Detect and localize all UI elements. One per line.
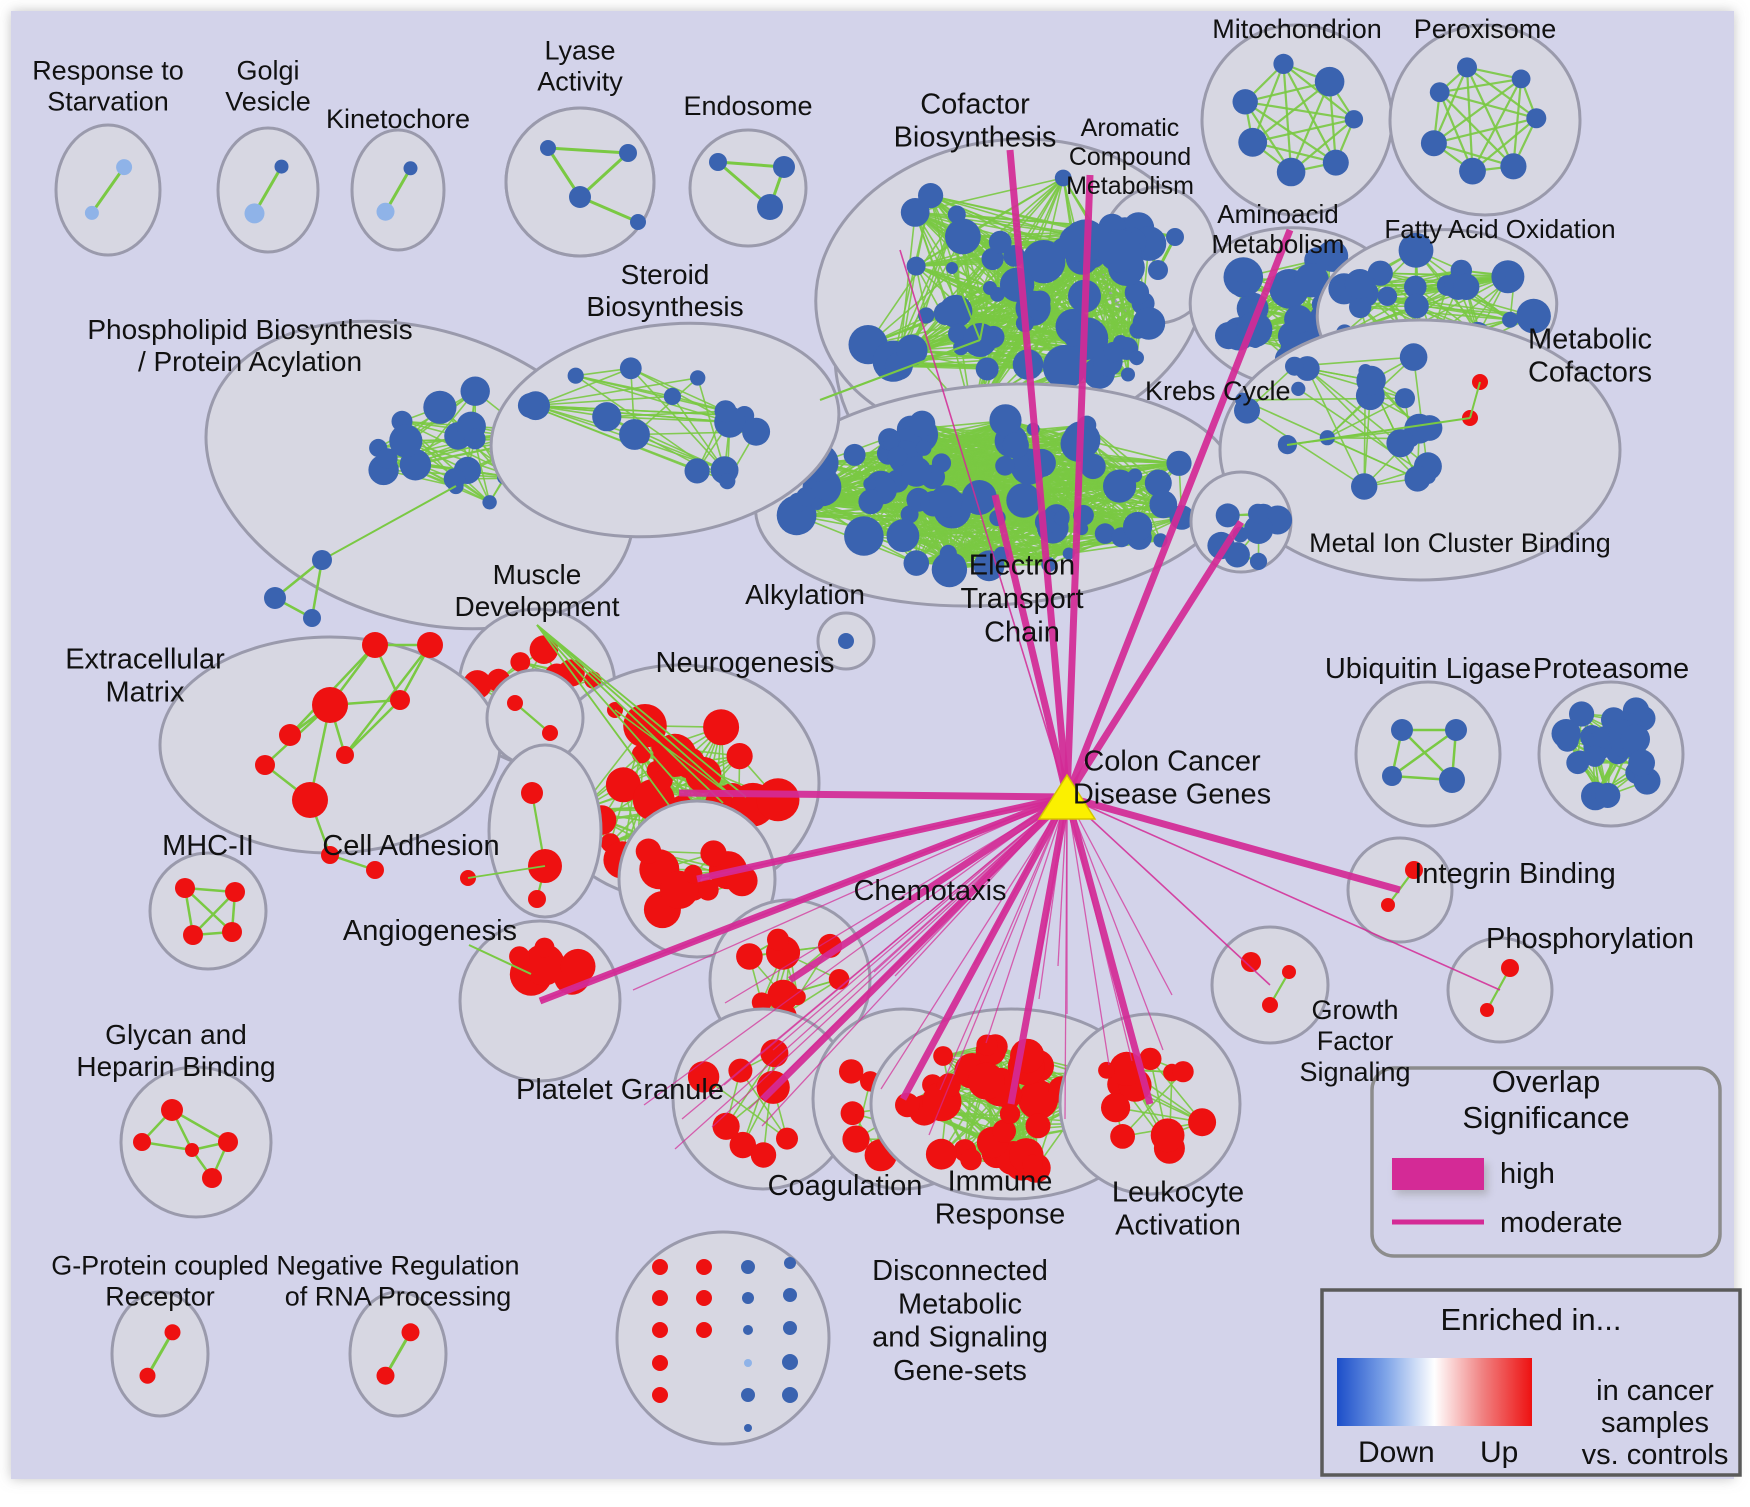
svg-text:Biosynthesis: Biosynthesis <box>894 122 1057 154</box>
svg-text:Metabolism: Metabolism <box>1212 229 1345 259</box>
svg-text:Endosome: Endosome <box>683 91 812 121</box>
svg-text:Steroid: Steroid <box>621 259 710 290</box>
svg-text:Lyase: Lyase <box>544 36 615 66</box>
svg-text:/ Protein Acylation: / Protein Acylation <box>138 346 362 377</box>
svg-text:Signaling: Signaling <box>1299 1057 1410 1087</box>
svg-text:Mitochondrion: Mitochondrion <box>1212 14 1382 44</box>
svg-text:Cell Adhesion: Cell Adhesion <box>322 830 499 862</box>
svg-text:Leukocyte: Leukocyte <box>1112 1176 1244 1208</box>
svg-text:Disease Genes: Disease Genes <box>1073 779 1271 811</box>
svg-text:Extracellular: Extracellular <box>65 643 225 675</box>
svg-text:Development: Development <box>455 591 620 622</box>
svg-text:Vesicle: Vesicle <box>225 87 311 117</box>
svg-text:Phosphorylation: Phosphorylation <box>1486 923 1694 955</box>
svg-text:Ubiquitin Ligase: Ubiquitin Ligase <box>1325 653 1531 685</box>
svg-text:Muscle: Muscle <box>493 559 582 590</box>
svg-text:Factor: Factor <box>1317 1026 1394 1056</box>
svg-text:Activity: Activity <box>537 67 623 97</box>
svg-text:samples: samples <box>1601 1407 1709 1439</box>
svg-text:Cofactor: Cofactor <box>920 88 1030 120</box>
svg-text:Negative Regulation: Negative Regulation <box>276 1251 519 1281</box>
svg-text:Neurogenesis: Neurogenesis <box>656 647 835 679</box>
svg-text:Overlap: Overlap <box>1492 1064 1601 1099</box>
svg-text:Activation: Activation <box>1115 1210 1241 1242</box>
svg-text:Phospholipid Biosynthesis: Phospholipid Biosynthesis <box>87 314 412 345</box>
svg-text:Aminoacid: Aminoacid <box>1217 199 1338 229</box>
svg-text:in cancer: in cancer <box>1596 1375 1714 1407</box>
svg-text:Cofactors: Cofactors <box>1528 357 1652 389</box>
svg-text:Krebs Cycle: Krebs Cycle <box>1145 376 1291 406</box>
svg-text:Up: Up <box>1480 1436 1518 1469</box>
svg-text:MHC-II: MHC-II <box>162 830 254 862</box>
svg-text:Gene-sets: Gene-sets <box>893 1355 1027 1387</box>
svg-text:Kinetochore: Kinetochore <box>326 104 470 134</box>
svg-text:G-Protein coupled: G-Protein coupled <box>51 1251 269 1281</box>
svg-text:Metal Ion Cluster Binding: Metal Ion Cluster Binding <box>1309 528 1611 558</box>
svg-text:Compound: Compound <box>1069 143 1191 171</box>
svg-text:Metabolic: Metabolic <box>898 1288 1022 1320</box>
svg-text:Significance: Significance <box>1462 1100 1629 1135</box>
svg-text:of RNA Processing: of RNA Processing <box>285 1282 512 1312</box>
svg-text:Platelet Granule: Platelet Granule <box>516 1074 724 1106</box>
svg-text:Angiogenesis: Angiogenesis <box>343 915 517 947</box>
svg-text:Starvation: Starvation <box>47 87 169 117</box>
svg-text:Fatty Acid Oxidation: Fatty Acid Oxidation <box>1384 214 1615 244</box>
svg-text:Response: Response <box>935 1199 1066 1231</box>
svg-text:Colon Cancer: Colon Cancer <box>1083 745 1261 777</box>
svg-text:Integrin Binding: Integrin Binding <box>1414 858 1616 890</box>
svg-text:Immune: Immune <box>948 1165 1053 1197</box>
svg-text:Peroxisome: Peroxisome <box>1414 14 1557 44</box>
svg-text:Heparin Binding: Heparin Binding <box>76 1051 275 1082</box>
svg-text:Transport: Transport <box>960 583 1083 615</box>
svg-text:vs. controls: vs. controls <box>1582 1439 1729 1471</box>
svg-text:Golgi: Golgi <box>236 56 299 86</box>
svg-text:Metabolic: Metabolic <box>1528 323 1652 355</box>
svg-text:Enriched in...: Enriched in... <box>1441 1302 1622 1337</box>
svg-text:Proteasome: Proteasome <box>1533 653 1689 685</box>
svg-text:Down: Down <box>1358 1436 1435 1469</box>
svg-text:Chain: Chain <box>984 616 1060 648</box>
svg-text:Growth: Growth <box>1311 995 1398 1025</box>
svg-text:Disconnected: Disconnected <box>872 1255 1048 1287</box>
svg-text:Aromatic: Aromatic <box>1081 114 1180 142</box>
svg-text:Matrix: Matrix <box>106 677 185 709</box>
svg-text:Biosynthesis: Biosynthesis <box>586 291 743 322</box>
svg-text:Electron: Electron <box>969 550 1075 582</box>
svg-text:Metabolism: Metabolism <box>1066 172 1194 200</box>
svg-text:moderate: moderate <box>1500 1207 1623 1239</box>
svg-text:high: high <box>1500 1158 1555 1190</box>
svg-text:Receptor: Receptor <box>105 1282 215 1312</box>
svg-text:and Signaling: and Signaling <box>872 1322 1048 1354</box>
svg-text:Coagulation: Coagulation <box>768 1170 923 1202</box>
svg-text:Alkylation: Alkylation <box>745 579 865 610</box>
svg-text:Glycan and: Glycan and <box>105 1019 247 1050</box>
svg-text:Chemotaxis: Chemotaxis <box>853 875 1006 907</box>
svg-text:Response to: Response to <box>32 56 184 86</box>
